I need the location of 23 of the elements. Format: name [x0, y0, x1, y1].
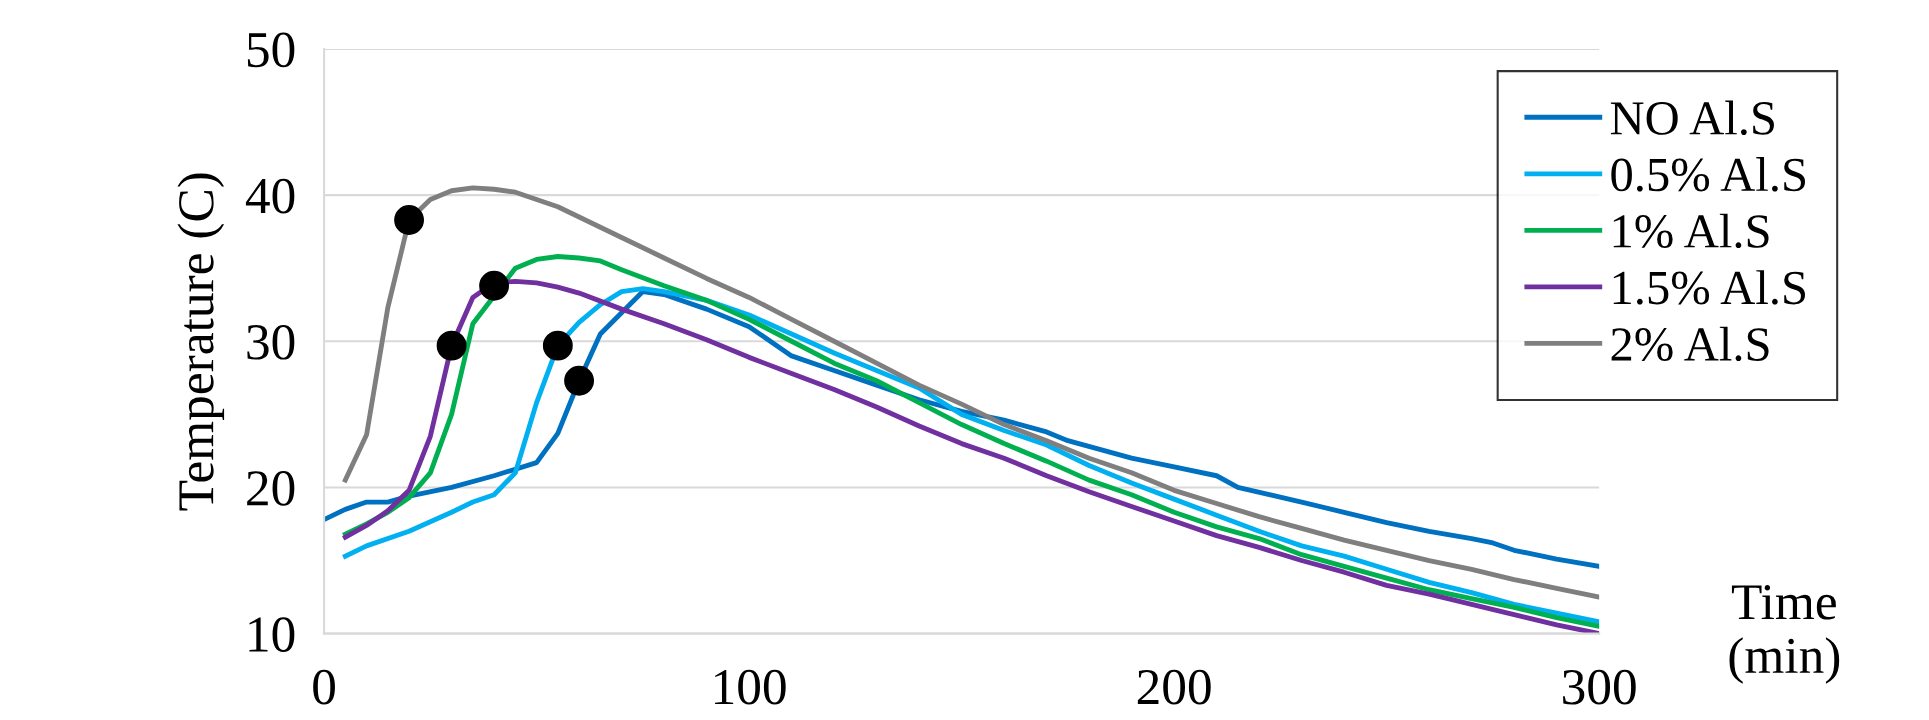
- point: [564, 365, 595, 396]
- point: [479, 270, 510, 301]
- point: [542, 330, 573, 361]
- x-tick-label: 300: [1563, 669, 1636, 705]
- x-axis-title: Time (min): [1729, 585, 1840, 684]
- y-tick-label: 10: [249, 617, 295, 652]
- point: [394, 205, 425, 235]
- line-series: [342, 185, 1600, 600]
- y-tick-label: 50: [247, 32, 295, 68]
- point: [436, 330, 467, 361]
- y-tick-label: 40: [245, 178, 295, 214]
- legend-label: 1.5% Al.S: [1613, 270, 1806, 305]
- x-tick-label: 100: [715, 669, 786, 705]
- y-axis-title: Temperature (C): [177, 173, 225, 511]
- y-tick-label: 20: [247, 471, 295, 506]
- x-tick-label: 200: [1137, 669, 1211, 705]
- legend-label: 2% Al.S: [1611, 326, 1769, 362]
- legend-label: 1% Al.S: [1613, 213, 1769, 249]
- line-series: [324, 289, 1600, 569]
- legend-label: 0.5% Al.S: [1611, 157, 1806, 192]
- y-tick-label: 30: [247, 324, 295, 360]
- legend-label: NO Al.S: [1610, 100, 1774, 135]
- x-tick-label: 0: [313, 669, 335, 705]
